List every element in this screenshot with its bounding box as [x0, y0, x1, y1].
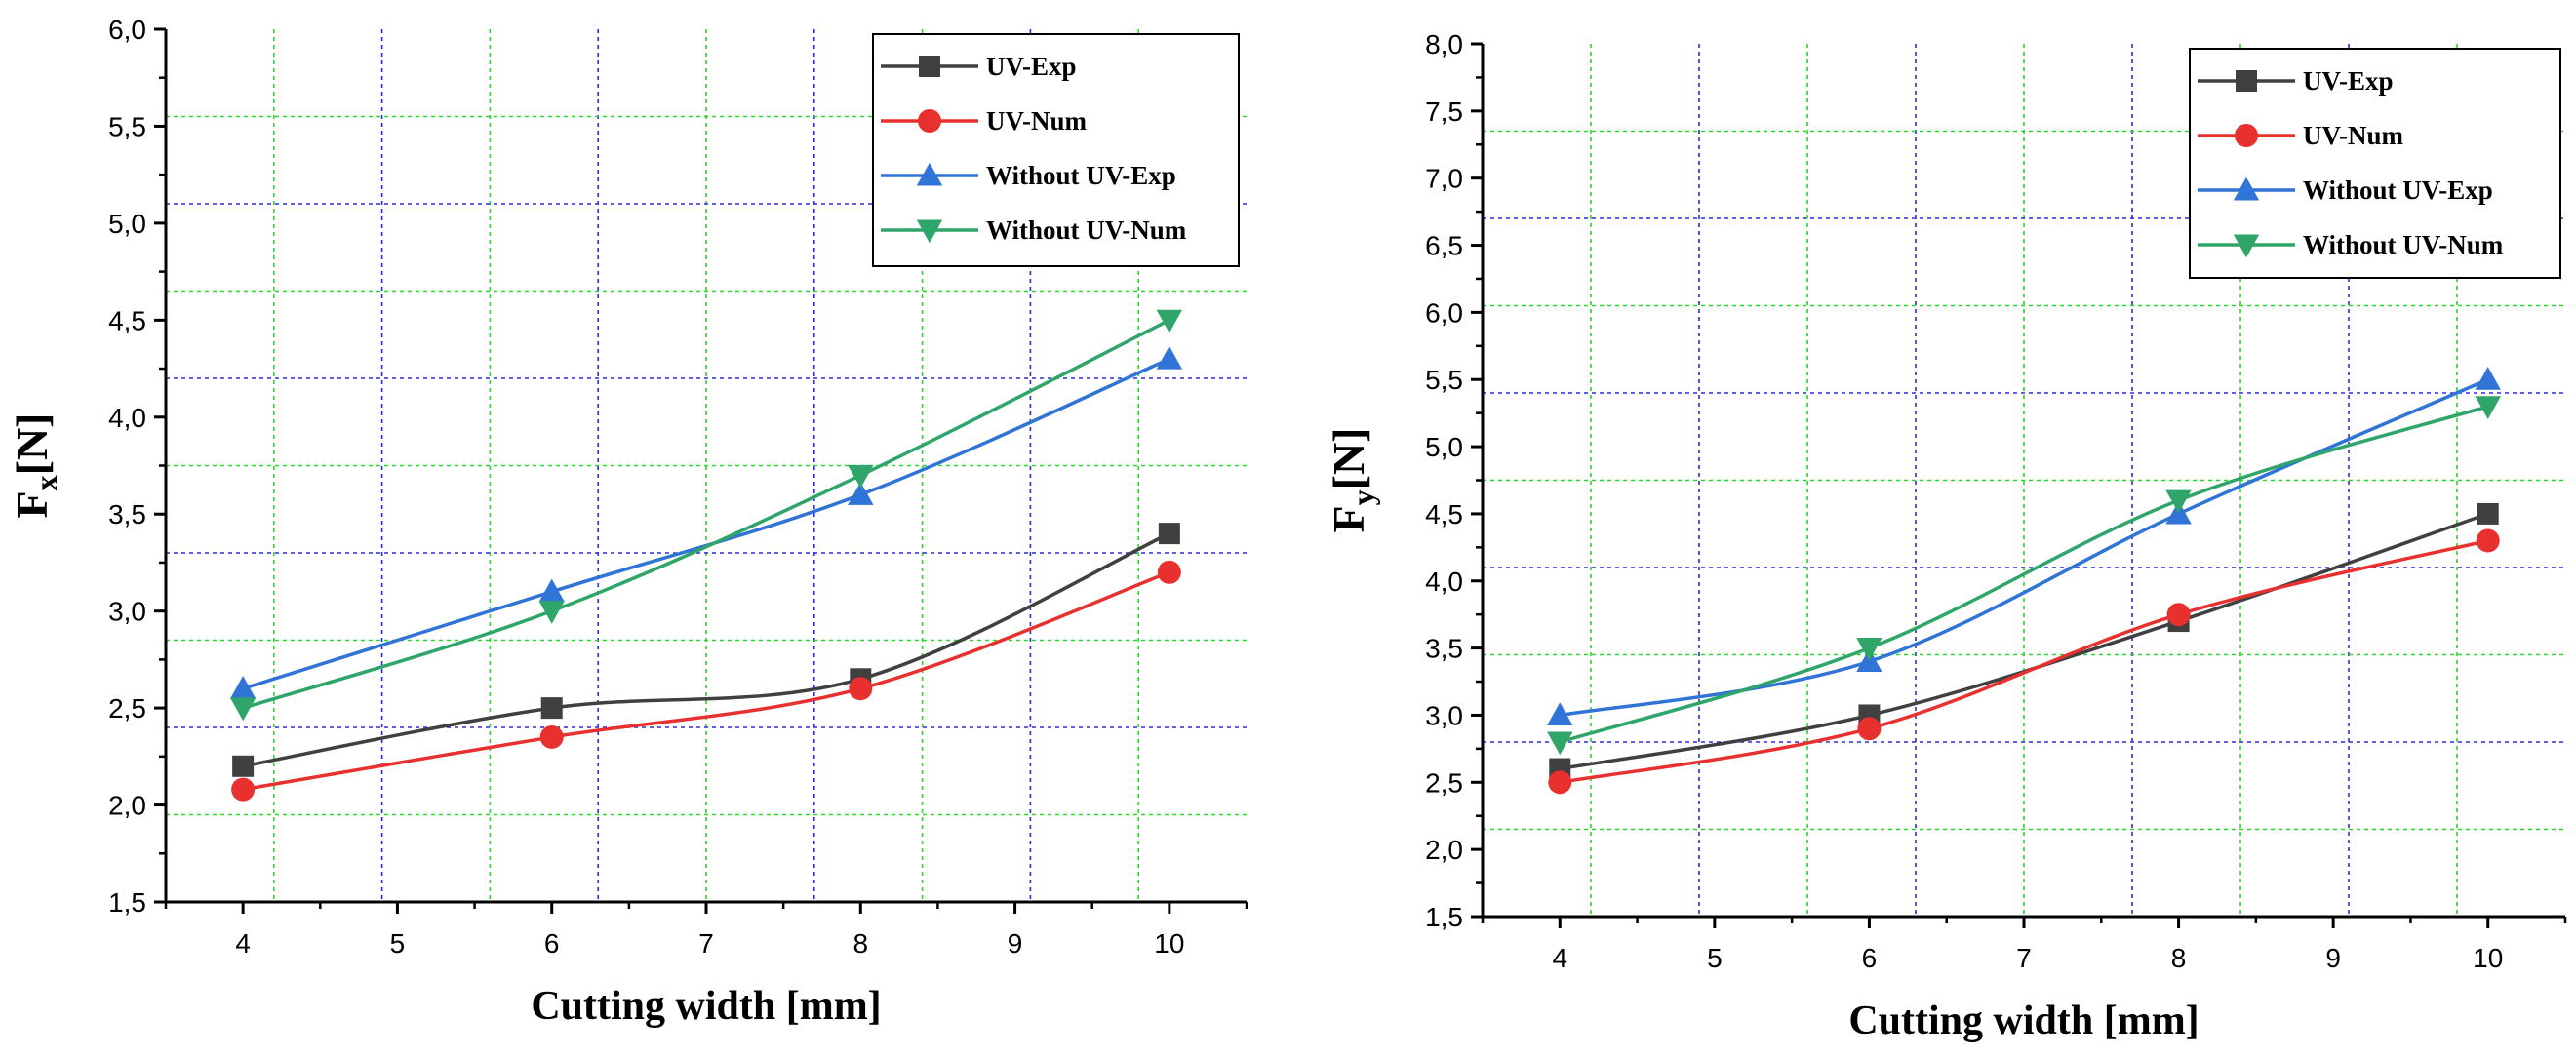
- x-axis-title: Cutting width [mm]: [1848, 998, 2199, 1043]
- data-point-uv-num: [2476, 528, 2500, 553]
- x-tick-label: 5: [1707, 943, 1723, 973]
- data-point-uv-exp: [2477, 502, 2499, 525]
- y-tick-label: 2,0: [1425, 835, 1463, 865]
- x-tick-label: 7: [2016, 943, 2032, 973]
- legend-label: Without UV-Exp: [2303, 176, 2493, 205]
- legend-marker: [2235, 124, 2258, 147]
- x-tick-label: 10: [2473, 943, 2503, 973]
- x-tick-label: 8: [852, 928, 868, 959]
- series-line-uv-exp: [242, 531, 1170, 768]
- y-tick-label: 4,5: [108, 305, 146, 335]
- x-tick-label: 5: [390, 928, 406, 959]
- x-tick-label: 9: [2325, 943, 2341, 973]
- legend-label: UV-Exp: [2303, 66, 2394, 96]
- series-line-uv-num: [1559, 538, 2489, 785]
- y-tick-label: 3,5: [1425, 634, 1463, 664]
- data-point-uv-exp: [1158, 523, 1180, 545]
- chart-2: 1,5 2,0 2,5 3,0 3,5 4,0 4,5 5,0 5,5 6,0 6,5 7,0 7,5 8…: [1324, 29, 2567, 1043]
- x-tick-label: 7: [698, 928, 714, 959]
- y-axis-title-main: F: [1324, 505, 1373, 532]
- y-tick-label: 3,5: [108, 499, 146, 529]
- y-tick-label: 5,0: [108, 209, 146, 239]
- y-tick-label: 6,0: [108, 15, 146, 45]
- legend-label: UV-Num: [2303, 121, 2403, 150]
- x-tick-label: 4: [1552, 943, 1567, 973]
- y-tick-label: 6,5: [1425, 231, 1463, 261]
- data-point-uv-num: [539, 724, 564, 749]
- y-tick-label: 8,0: [1425, 29, 1463, 59]
- data-point-without-uv-exp: [1156, 345, 1183, 370]
- legend-marker: [2233, 176, 2260, 201]
- y-tick-label: 2,0: [108, 791, 146, 821]
- series-line-without-uv-exp: [1559, 377, 2489, 718]
- legend-marker: [916, 219, 943, 244]
- x-tick-label: 6: [1862, 943, 1878, 973]
- legend-label: UV-Num: [986, 106, 1087, 136]
- data-point-without-uv-exp: [538, 578, 565, 603]
- data-point-uv-num: [231, 777, 256, 802]
- data-point-without-uv-num: [2165, 489, 2192, 514]
- legend-marker: [918, 109, 941, 133]
- y-tick-label: 4,0: [1425, 567, 1463, 597]
- x-tick-label: 10: [1154, 928, 1184, 959]
- series-line-uv-num: [242, 570, 1170, 792]
- y-tick-label: 6,0: [1425, 297, 1463, 328]
- data-point-without-uv-num: [1547, 731, 1573, 756]
- x-axis-title: Cutting width [mm]: [531, 984, 881, 1029]
- y-tick-label: 1,5: [1425, 902, 1463, 932]
- data-point-uv-exp: [232, 755, 255, 777]
- data-point-without-uv-exp: [229, 676, 257, 699]
- legend-marker: [919, 56, 940, 77]
- y-tick-label: 3,0: [108, 597, 146, 627]
- y-axis-title: Fx[N]: [7, 413, 63, 519]
- data-point-uv-num: [1548, 770, 1572, 795]
- y-tick-label: 5,5: [1425, 365, 1463, 395]
- y-axis-title-subscript: x: [28, 475, 63, 490]
- data-point-uv-num: [2166, 603, 2191, 627]
- y-tick-label: 2,5: [108, 693, 146, 724]
- y-axis-title: Fy[N]: [1324, 428, 1380, 533]
- y-tick-label: 2,5: [1425, 767, 1463, 798]
- x-tick-label: 4: [235, 928, 251, 959]
- data-point-without-uv-num: [538, 601, 565, 624]
- data-point-uv-num: [849, 677, 873, 701]
- y-tick-label: 7,5: [1425, 97, 1463, 127]
- series-line-without-uv-num: [1559, 405, 2489, 744]
- data-point-without-uv-num: [2475, 396, 2501, 419]
- y-tick-label: 5,5: [108, 111, 146, 141]
- x-tick-label: 9: [1008, 928, 1023, 959]
- y-tick-label: 7,0: [1425, 164, 1463, 194]
- data-point-uv-num: [1857, 717, 1882, 741]
- legend-label: Without UV-Num: [986, 215, 1187, 245]
- legend-label: Without UV-Exp: [986, 161, 1176, 190]
- x-tick-label: 6: [544, 928, 560, 959]
- chart-1: 1,5 2,0 2,5 3,0 3,5 4,0 4,5 5,0 5,5 6,0 4 5 6 7 8 9 10 Cu…: [7, 15, 1248, 1029]
- y-tick-label: 4,0: [108, 403, 146, 433]
- y-axis-title-subscript: y: [1345, 489, 1380, 505]
- data-point-uv-num: [1157, 560, 1181, 584]
- y-tick-label: 1,5: [108, 887, 146, 918]
- legend-label: Without UV-Num: [2303, 230, 2504, 259]
- data-point-without-uv-num: [229, 697, 257, 722]
- legend-marker: [2233, 234, 2260, 258]
- legend-label: UV-Exp: [986, 52, 1077, 81]
- y-axis-title-unit: [N]: [1324, 428, 1373, 490]
- data-point-without-uv-num: [1856, 638, 1882, 661]
- y-tick-label: 4,5: [1425, 499, 1463, 529]
- data-point-without-uv-exp: [1547, 702, 1573, 726]
- legend-marker: [916, 162, 943, 186]
- data-point-uv-exp: [540, 697, 563, 720]
- data-point-without-uv-num: [1156, 309, 1183, 333]
- data-point-without-uv-exp: [2475, 367, 2501, 390]
- y-tick-label: 5,0: [1425, 432, 1463, 462]
- x-tick-label: 8: [2171, 943, 2187, 973]
- y-tick-label: 3,0: [1425, 700, 1463, 730]
- series-line-without-uv-num: [242, 318, 1170, 710]
- y-axis-title-unit: [N]: [7, 413, 57, 476]
- data-point-without-uv-num: [848, 464, 874, 489]
- legend-marker: [2236, 70, 2257, 92]
- y-axis-title-main: F: [7, 490, 57, 518]
- data-point-without-uv-exp: [848, 482, 874, 505]
